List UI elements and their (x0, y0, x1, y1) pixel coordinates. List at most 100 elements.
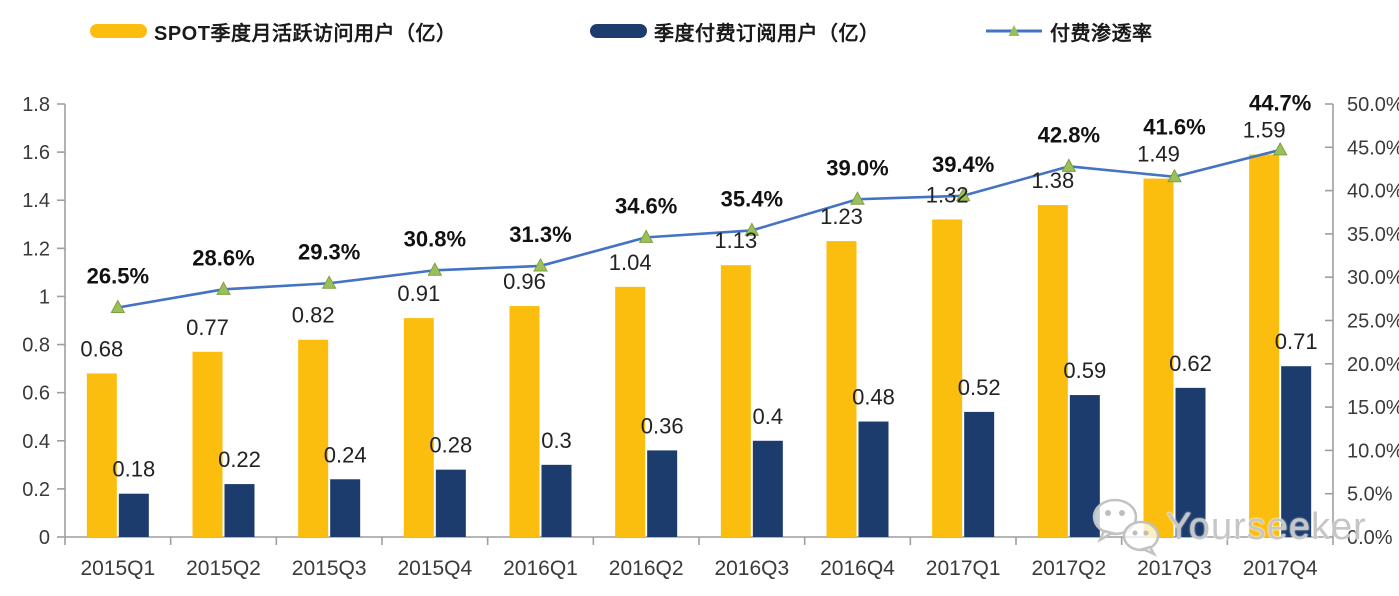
x-axis-label: 2016Q4 (820, 557, 895, 580)
left-axis-tick-label: 1.6 (22, 142, 50, 164)
mau-bar-value-label: 0.91 (397, 281, 440, 306)
penetration-value-label: 39.4% (932, 152, 994, 177)
mau-bar-value-label: 1.32 (926, 182, 969, 207)
penetration-marker-icon (1272, 141, 1288, 156)
left-axis-tick-label: 1 (39, 286, 50, 308)
mau-bar (86, 373, 117, 537)
mau-bar-value-label: 0.77 (186, 315, 229, 340)
x-axis-label: 2016Q2 (609, 557, 684, 580)
right-axis-tick-label: 50.0% (1347, 94, 1399, 116)
penetration-marker-icon (744, 222, 760, 236)
mau-bar (826, 241, 857, 537)
subscribers-bar (541, 464, 572, 537)
x-axis-label: 2015Q3 (292, 557, 367, 580)
mau-bar-value-label: 0.96 (503, 269, 546, 294)
subscribers-bar (752, 440, 783, 537)
subscribers-bar (858, 421, 889, 537)
left-axis-tick-label: 1.8 (22, 94, 50, 116)
left-axis-tick-label: 0.2 (22, 479, 50, 501)
mau-bar-value-label: 1.38 (1031, 168, 1074, 193)
mau-bar-value-label: 0.68 (80, 336, 123, 361)
legend-item-subscribers: 季度付费订阅用户（亿） (590, 20, 880, 45)
left-axis-tick-label: 0.4 (22, 431, 50, 453)
mau-bar (615, 286, 646, 537)
right-axis-tick-label: 0.0% (1347, 527, 1393, 549)
penetration-value-label: 29.3% (298, 239, 360, 264)
penetration-marker-icon (533, 257, 548, 272)
mau-bar (192, 351, 223, 537)
subscribers-bar (647, 450, 678, 537)
subscribers-bar-value-label: 0.28 (429, 433, 472, 458)
left-axis-tick-label: 0 (39, 527, 50, 549)
penetration-value-label: 30.8% (404, 226, 466, 251)
right-axis-tick-label: 35.0% (1347, 224, 1399, 246)
x-axis-label: 2015Q4 (397, 557, 472, 580)
left-axis-tick-label: 1.4 (22, 190, 50, 212)
subscribers-legend-label: 季度付费订阅用户（亿） (654, 22, 880, 45)
x-axis-label: 2017Q3 (1137, 557, 1212, 580)
subscribers-bar-value-label: 0.62 (1169, 351, 1212, 376)
penetration-marker-icon (955, 187, 971, 202)
mau-bar (1037, 205, 1068, 538)
subscribers-bar (964, 411, 995, 537)
subscribers-bar (1175, 387, 1206, 537)
mau-bar (1249, 154, 1280, 537)
subscribers-bar (1281, 366, 1312, 537)
mau-bar-value-label: 1.59 (1243, 118, 1286, 143)
penetration-value-label: 42.8% (1038, 122, 1100, 147)
line-marker-legend-icon (986, 25, 1042, 36)
mau-bar-value-label: 1.49 (1137, 142, 1180, 167)
right-axis-tick-label: 20.0% (1347, 354, 1399, 376)
subscribers-bar-value-label: 0.52 (958, 375, 1001, 400)
mau-bar (509, 306, 540, 537)
mau-bar (298, 339, 329, 537)
left-axis-tick-label: 0.8 (22, 335, 50, 357)
penetration-value-label: 26.5% (87, 264, 149, 289)
right-axis-tick-label: 45.0% (1347, 137, 1399, 159)
penetration-value-label: 44.7% (1249, 91, 1311, 116)
right-axis-tick-label: 15.0% (1347, 397, 1399, 419)
subscribers-bar-value-label: 0.36 (641, 413, 684, 438)
mau-legend-label: SPOT季度月活跃访问用户（亿） (154, 22, 457, 45)
penetration-line (117, 148, 1281, 309)
penetration-marker-icon (1167, 168, 1182, 183)
mau-bar (932, 219, 963, 537)
x-axis-label: 2016Q3 (714, 557, 789, 580)
subscribers-bar-value-label: 0.4 (753, 404, 784, 429)
subscribers-bar (330, 479, 361, 537)
right-axis-tick-label: 40.0% (1347, 181, 1399, 203)
penetration-marker-icon (850, 191, 865, 205)
subscribers-bar-value-label: 0.48 (852, 385, 895, 410)
subscribers-bar (435, 469, 466, 537)
x-axis-label: 2016Q1 (503, 557, 578, 580)
mau-bar-value-label: 0.82 (292, 303, 335, 328)
right-axis-tick-label: 5.0% (1347, 484, 1393, 506)
penetration-value-label: 35.4% (721, 186, 783, 211)
penetration-marker-icon (638, 229, 654, 243)
subscribers-bar-value-label: 0.24 (324, 442, 367, 467)
penetration-marker-icon (427, 262, 443, 276)
legend-item-mau: SPOT季度月活跃访问用户（亿） (90, 20, 456, 45)
mau-legend-swatch (90, 24, 147, 38)
mau-bar-value-label: 1.23 (820, 204, 863, 229)
x-axis-label: 2017Q1 (926, 557, 1001, 580)
subscribers-legend-swatch (590, 24, 647, 38)
x-axis-label: 2017Q4 (1243, 557, 1318, 580)
penetration-marker-icon (216, 281, 231, 295)
penetration-value-label: 34.6% (615, 193, 677, 218)
subscribers-bar (1069, 395, 1100, 537)
penetration-value-label: 41.6% (1143, 115, 1205, 140)
x-axis-label: 2015Q1 (80, 557, 155, 580)
right-axis-tick-label: 30.0% (1347, 267, 1399, 289)
mau-bar (1143, 178, 1174, 538)
left-axis-tick-label: 0.6 (22, 383, 50, 405)
penetration-value-label: 39.0% (826, 155, 888, 180)
subscribers-bar-value-label: 0.3 (541, 428, 572, 453)
penetration-marker-icon (321, 275, 337, 289)
subscribers-bar-value-label: 0.22 (218, 447, 261, 472)
legend-item-penetration: 付费渗透率 (985, 20, 1153, 45)
subscribers-bar-value-label: 0.18 (112, 457, 155, 482)
subscribers-bar-value-label: 0.59 (1063, 358, 1106, 383)
